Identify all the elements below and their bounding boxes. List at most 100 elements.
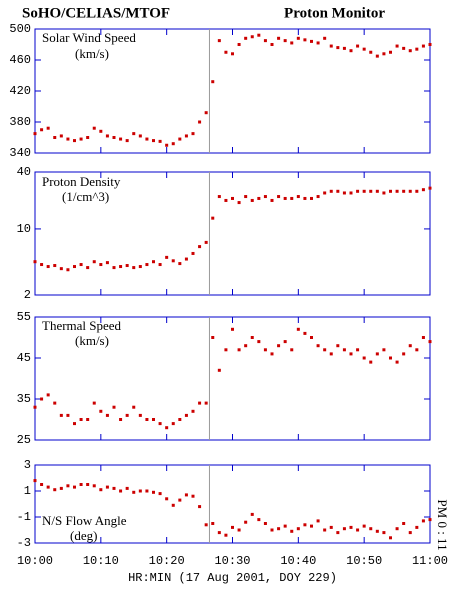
point	[46, 265, 50, 269]
point	[382, 52, 386, 56]
point	[362, 356, 366, 360]
point	[73, 422, 76, 426]
panel-unit: (km/s)	[75, 333, 109, 348]
point	[310, 524, 313, 528]
point	[310, 196, 313, 200]
point	[250, 35, 254, 39]
point	[316, 519, 320, 523]
point	[342, 46, 346, 50]
point	[421, 519, 425, 523]
point	[132, 490, 136, 494]
point	[59, 413, 63, 417]
point	[356, 44, 360, 48]
point	[270, 43, 274, 46]
point	[33, 132, 37, 136]
point	[283, 39, 287, 43]
point	[402, 46, 406, 50]
point	[66, 137, 70, 141]
point	[244, 195, 248, 199]
point	[231, 52, 234, 56]
point	[336, 531, 340, 535]
point	[263, 348, 267, 352]
point	[283, 524, 287, 528]
x-axis-label: HR:MIN (17 Aug 2001, DOY 229)	[128, 571, 337, 585]
point	[66, 268, 70, 272]
point	[428, 340, 432, 344]
x-tick-label: 10:10	[83, 554, 119, 568]
point	[73, 139, 76, 143]
point	[329, 189, 333, 193]
point	[198, 505, 202, 509]
point	[79, 483, 83, 486]
point	[158, 492, 162, 496]
panel-label: Thermal Speed	[42, 318, 122, 333]
point	[125, 264, 129, 268]
point	[224, 348, 228, 352]
point	[296, 195, 300, 199]
point	[342, 348, 346, 352]
point	[263, 522, 267, 525]
point	[204, 111, 208, 115]
point	[329, 352, 333, 356]
point	[86, 418, 90, 421]
point	[263, 39, 267, 43]
point	[138, 489, 142, 493]
point	[323, 348, 327, 352]
point	[152, 490, 155, 494]
point	[316, 195, 320, 199]
point	[138, 413, 142, 417]
point	[165, 497, 169, 501]
point	[369, 189, 373, 193]
point	[46, 393, 50, 397]
point	[171, 503, 175, 507]
point	[362, 189, 366, 193]
point	[204, 401, 208, 405]
point	[178, 137, 182, 141]
point	[171, 259, 175, 263]
y-tick-label: 420	[9, 84, 31, 98]
point	[217, 368, 221, 372]
point	[336, 344, 340, 348]
y-tick-label: 500	[9, 22, 31, 36]
point	[323, 528, 327, 532]
point	[257, 196, 261, 200]
point	[105, 261, 109, 265]
point	[382, 348, 386, 352]
point	[408, 49, 412, 53]
point	[336, 189, 340, 193]
point	[99, 409, 103, 413]
point	[198, 245, 202, 249]
point	[356, 189, 360, 193]
point	[92, 484, 96, 488]
point	[408, 531, 412, 535]
point	[132, 405, 136, 409]
point	[138, 265, 142, 269]
y-tick-label: 10	[17, 222, 31, 236]
y-tick-label: -1	[17, 510, 31, 524]
point	[211, 80, 215, 84]
point	[204, 240, 208, 244]
point	[184, 257, 188, 261]
point	[191, 494, 195, 498]
point	[165, 426, 169, 430]
point	[132, 132, 136, 136]
point	[119, 489, 123, 493]
point	[231, 196, 234, 200]
point	[402, 352, 406, 356]
point	[152, 418, 155, 421]
point	[105, 485, 109, 489]
point	[158, 263, 162, 267]
point	[395, 189, 399, 193]
point	[250, 512, 254, 516]
point	[270, 352, 274, 356]
point	[198, 401, 202, 405]
point	[125, 139, 129, 143]
point	[277, 527, 281, 531]
panel-label: Proton Density	[42, 174, 121, 189]
point	[119, 265, 123, 269]
point	[191, 409, 195, 413]
point	[257, 33, 261, 37]
point	[277, 36, 281, 40]
point	[79, 418, 83, 421]
point	[191, 251, 195, 255]
